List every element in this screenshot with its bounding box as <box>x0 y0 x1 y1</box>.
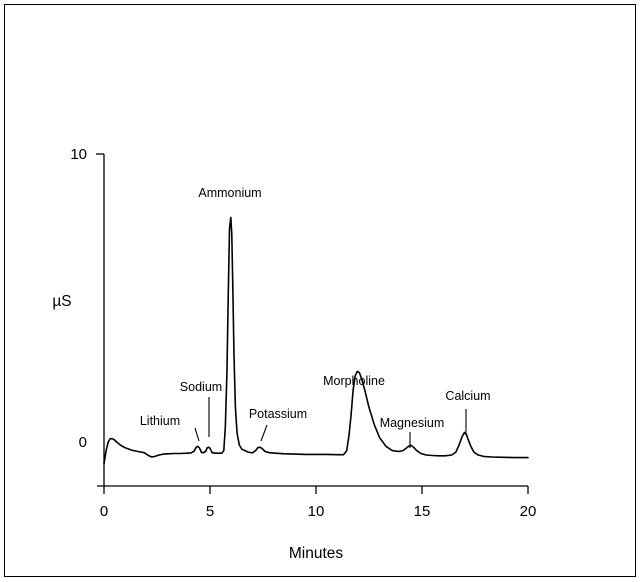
peak-label-lithium: Lithium <box>140 414 180 428</box>
leader-line-potassium <box>260 424 268 442</box>
chart-svg: 0 5 10 15 20 0 10 Lithium Sodium Ammonium Potassi… <box>52 146 536 562</box>
peak-label-potassium: Potassium <box>249 407 307 421</box>
leader-line-lithium <box>194 427 200 442</box>
x-tick-label: 5 <box>206 503 214 520</box>
peak-label-calcium: Calcium <box>445 389 490 403</box>
y-tick-label: 0 <box>79 434 87 451</box>
x-tick-label: 20 <box>520 503 537 520</box>
x-tick-label: 15 <box>414 503 431 520</box>
axes <box>97 154 528 487</box>
y-axis-label: µS <box>52 293 71 310</box>
peak-labels: Lithium Sodium Ammonium Potassium Morpholine… <box>140 186 491 448</box>
chart-frame: 0 5 10 15 20 0 10 Lithium Sodium Ammonium Potassi… <box>4 4 636 577</box>
peak-label-sodium: Sodium <box>180 380 222 394</box>
x-tick-label: 10 <box>308 503 325 520</box>
plot-area <box>103 216 529 465</box>
x-tick-label: 0 <box>100 503 108 520</box>
x-axis-label: Minutes <box>289 545 344 562</box>
peak-label-morpholine: Morpholine <box>323 374 385 388</box>
y-tick-label: 10 <box>70 146 87 163</box>
peak-label-ammonium: Ammonium <box>198 186 261 200</box>
peak-label-magnesium: Magnesium <box>380 416 445 430</box>
chromatogram-line <box>103 216 529 465</box>
ticks: 0 5 10 15 20 0 10 <box>70 146 536 520</box>
